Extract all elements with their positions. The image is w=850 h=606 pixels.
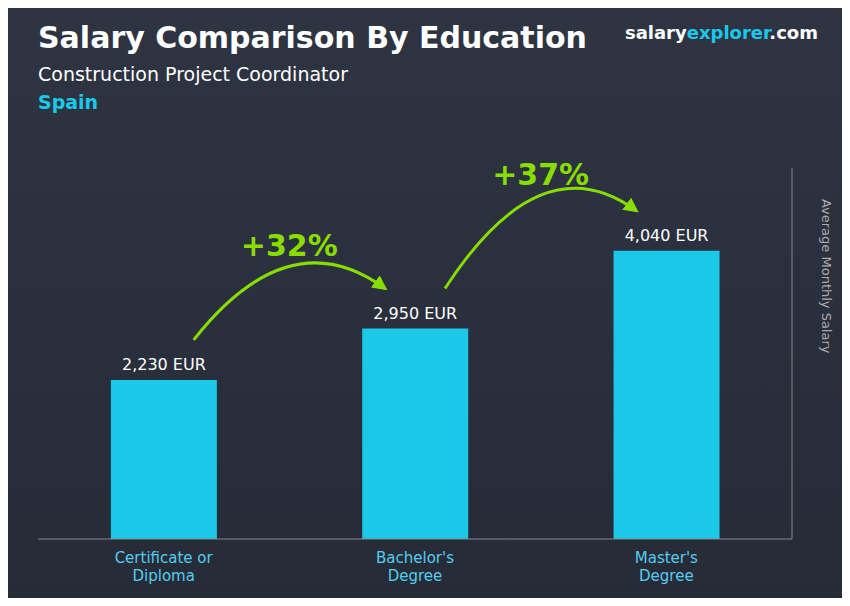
svg-text:2,950 EUR: 2,950 EUR	[373, 304, 457, 323]
html-text:salary explorer.com: salary explorer.com	[624, 22, 818, 43]
svg-text:2,230 EUR: 2,230 EUR	[122, 355, 206, 374]
svg-text:4,040 EUR: 4,040 EUR	[625, 226, 709, 245]
svg-text:Average Monthly Salary: Average Monthly Salary	[819, 199, 834, 354]
svg-text:+37%: +37%	[492, 157, 589, 192]
html-text:Spain: Spain	[38, 91, 99, 113]
html-text:Construction Project Coordinat: Construction Project Coordinator	[38, 63, 348, 85]
svg-text:Bachelor'sDegree: Bachelor'sDegree	[376, 549, 454, 585]
svg-text:Certificate orDiploma: Certificate orDiploma	[115, 549, 214, 585]
svg-text:Master'sDegree: Master'sDegree	[635, 549, 698, 585]
svg-text:+32%: +32%	[241, 228, 338, 263]
html-text:Salary Comparison By Education: Salary Comparison By Education	[38, 20, 587, 55]
